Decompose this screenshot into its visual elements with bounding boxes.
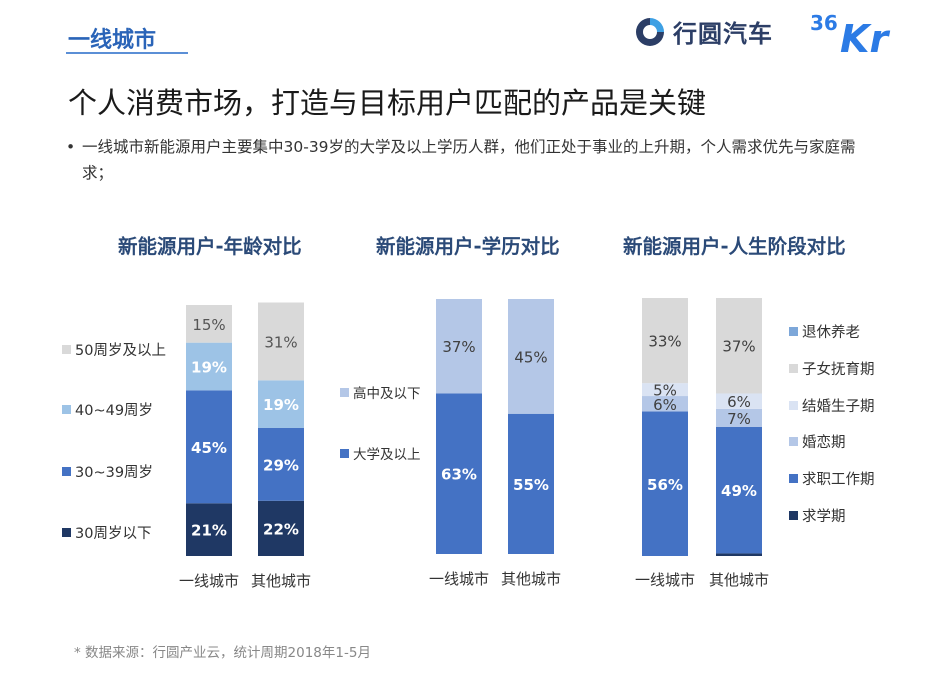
age-data-label: 31%	[264, 333, 297, 351]
life-legend-swatch	[789, 437, 798, 446]
age-data-label: 19%	[263, 396, 299, 414]
age-bar-2-seg-3	[258, 380, 304, 428]
age-data-label: 22%	[263, 520, 299, 538]
bullet-dot: •	[66, 138, 76, 156]
education-category-label: 其他城市	[501, 570, 561, 588]
education-category-label: 一线城市	[429, 570, 489, 588]
education-legend-swatch	[340, 388, 349, 397]
life-data-label: 6%	[727, 393, 751, 411]
life-data-label: 5%	[653, 382, 677, 400]
age-legend-swatch	[62, 467, 71, 476]
age-bar-1-seg-1	[186, 503, 232, 556]
life-legend-label: 退休养老	[802, 324, 860, 341]
life-legend-swatch	[789, 364, 798, 373]
life-data-label: 6%	[653, 396, 677, 414]
bullet-point: • 一线城市新能源用户主要集中30-39岁的大学及以上学历人群，他们正处于事业的…	[66, 134, 856, 186]
life-bar-1-seg-2	[642, 411, 688, 556]
age-bar-2-seg-2	[258, 427, 304, 501]
age-bar-2-seg-4	[258, 302, 304, 381]
life-legend-swatch	[789, 401, 798, 410]
svg-text:Kr: Kr	[840, 17, 890, 54]
section-underline	[66, 52, 188, 54]
age-legend-swatch	[62, 528, 71, 537]
age-data-label: 45%	[191, 439, 227, 457]
life-bar-2-seg-3	[716, 408, 762, 427]
education-data-label: 37%	[442, 338, 475, 356]
age-data-label: 29%	[263, 456, 299, 474]
life-bar-2-seg-5	[716, 298, 762, 394]
data-source-note: * 数据来源：行圆产业云，统计周期2018年1-5月	[74, 645, 371, 661]
life-bar-2-seg-2	[716, 427, 762, 554]
page-headline: 个人消费市场，打造与目标用户匹配的产品是关键	[68, 86, 707, 120]
age-category-label: 一线城市	[179, 572, 239, 590]
education-legend-label: 大学及以上	[353, 447, 421, 463]
bullet-text: 一线城市新能源用户主要集中30-39岁的大学及以上学历人群，他们正处于事业的上升…	[82, 138, 856, 182]
age-data-label: 21%	[191, 522, 227, 540]
life-bar-1-seg-3	[642, 396, 688, 412]
age-bar-2-seg-1	[258, 500, 304, 556]
life-category-label: 其他城市	[709, 571, 769, 589]
age-legend-swatch	[62, 405, 71, 414]
age-data-label: 19%	[191, 358, 227, 376]
education-legend-label: 高中及以下	[353, 385, 421, 402]
life-bar-2-seg-4	[716, 393, 762, 409]
brand-name: 行圆汽车	[673, 20, 773, 48]
age-legend-label: 50周岁及以上	[75, 342, 166, 359]
age-legend-label: 30周岁以下	[75, 525, 151, 542]
age-bar-1-seg-2	[186, 390, 232, 504]
life-bar-1-seg-5	[642, 298, 688, 384]
life-data-label: 33%	[648, 333, 681, 351]
life-legend-swatch	[789, 474, 798, 483]
life-legend-label: 子女抚育期	[802, 360, 875, 378]
life-data-label: 37%	[722, 338, 755, 356]
education-legend-swatch	[340, 449, 349, 458]
age-legend-swatch	[62, 345, 71, 354]
education-bar-2-seg-2	[508, 299, 554, 414]
life-legend-swatch	[789, 511, 798, 520]
life-data-label: 49%	[721, 482, 757, 500]
partner-logo-36kr: 36 Kr	[810, 11, 890, 54]
life-stage-chart-title: 新能源用户-人生阶段对比	[623, 235, 846, 258]
age-legend-label: 30~39周岁	[75, 464, 153, 481]
age-data-label: 15%	[192, 316, 225, 334]
brand-logo: 行圆汽车	[633, 14, 773, 49]
education-data-label: 63%	[441, 466, 477, 484]
age-bar-1-seg-4	[186, 305, 232, 343]
age-legend-label: 40~49周岁	[75, 402, 153, 419]
life-legend-label: 结婚生子期	[802, 398, 875, 415]
svg-text:36: 36	[810, 11, 838, 35]
education-data-label: 55%	[513, 476, 549, 494]
age-chart-title: 新能源用户-年龄对比	[118, 235, 302, 258]
life-legend-label: 婚恋期	[802, 433, 846, 451]
swirl-logo-icon	[636, 17, 664, 46]
education-bar-1-seg-1	[436, 393, 482, 554]
education-chart-title: 新能源用户-学历对比	[376, 235, 560, 258]
life-legend-label: 求职工作期	[802, 471, 875, 488]
life-legend-swatch	[789, 327, 798, 336]
life-bar-1-seg-4	[642, 383, 688, 397]
age-category-label: 其他城市	[251, 572, 311, 590]
age-bar-1-seg-3	[186, 342, 232, 391]
life-legend-label: 求学期	[802, 508, 846, 525]
education-data-label: 45%	[514, 348, 547, 366]
life-bar-2-seg-1	[716, 553, 762, 556]
life-data-label: 7%	[727, 410, 751, 428]
section-tag: 一线城市	[68, 28, 157, 53]
life-data-label: 56%	[647, 476, 683, 494]
education-bar-1-seg-2	[436, 299, 482, 394]
life-category-label: 一线城市	[635, 571, 695, 589]
education-bar-2-seg-1	[508, 413, 554, 554]
